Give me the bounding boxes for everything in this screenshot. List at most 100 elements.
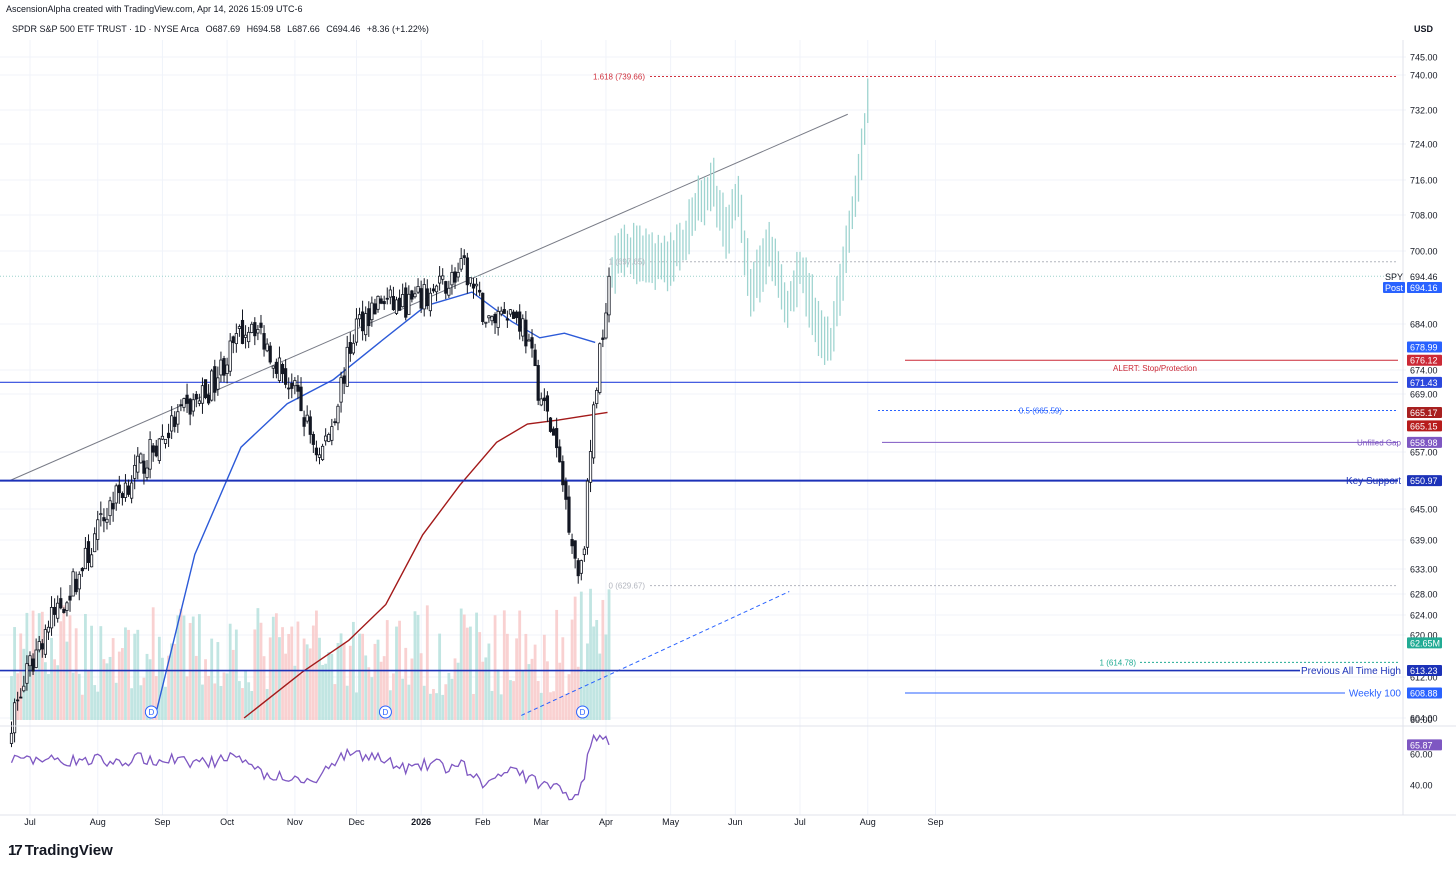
- volume-bar: [43, 662, 47, 720]
- month-label: Nov: [287, 817, 304, 827]
- volume-bar: [355, 692, 358, 720]
- price-tick-label: 745.00: [1410, 53, 1438, 63]
- volume-bar: [496, 669, 500, 720]
- symbol-bar[interactable]: SPDR S&P 500 ETF TRUST · 1D · NYSE Arca …: [12, 24, 433, 34]
- candle-up: [496, 311, 500, 328]
- volume-bar: [558, 662, 562, 720]
- volume-bar: [364, 655, 368, 720]
- price-tag-text: 665.17: [1410, 408, 1438, 418]
- candle-down: [333, 421, 337, 424]
- price-tag: [1407, 420, 1442, 432]
- candle-down: [601, 337, 605, 340]
- volume-bar: [139, 685, 143, 720]
- candle-up: [34, 649, 38, 668]
- price-tag: [1407, 475, 1442, 487]
- candle-up: [607, 275, 611, 316]
- volume-bar: [410, 658, 414, 720]
- sma-red-line: [243, 411, 608, 719]
- dividend-marker: [378, 705, 392, 719]
- volume-bar: [339, 633, 343, 720]
- volume-bar: [201, 684, 204, 720]
- volume-bar: [62, 605, 66, 720]
- candle-down: [533, 349, 537, 367]
- candle-down: [268, 345, 272, 363]
- volume-bar: [136, 629, 140, 720]
- price-tag-text: 694.16: [1410, 283, 1438, 293]
- candle-up: [247, 331, 251, 343]
- candle-up: [114, 485, 118, 504]
- volume-bar: [173, 643, 177, 720]
- candle-down: [404, 287, 408, 318]
- candle-down: [259, 322, 263, 328]
- volume-bar: [416, 614, 420, 720]
- volume-bar: [586, 643, 589, 720]
- candle-down: [287, 387, 291, 390]
- dividend-marker: [144, 705, 158, 719]
- price-tick-label: 657.00: [1410, 448, 1438, 458]
- volume-bar: [90, 625, 93, 720]
- volume-bar: [527, 664, 531, 720]
- price-tag-text: 676.12: [1410, 356, 1438, 366]
- volume-bar: [259, 622, 263, 720]
- price-tick-label: 645.00: [1410, 505, 1438, 515]
- currency-label[interactable]: USD: [1414, 24, 1434, 34]
- candle-up: [210, 370, 214, 401]
- volume-bar: [188, 622, 192, 720]
- volume-bar: [515, 638, 519, 720]
- candle-down: [536, 365, 540, 401]
- volume-bar: [117, 651, 121, 720]
- volume-bar: [207, 675, 211, 720]
- candle-down: [481, 292, 485, 322]
- tradingview-logo-icon: 17: [8, 842, 23, 859]
- price-tag: [1407, 665, 1442, 677]
- volume-bar: [321, 664, 324, 720]
- tradingview-logo[interactable]: 17 TradingView: [8, 842, 113, 859]
- candle-down: [173, 416, 177, 427]
- price-tag: [1407, 687, 1442, 699]
- candle-up: [508, 309, 513, 315]
- price-tick-label: 716.00: [1410, 176, 1438, 186]
- price-tick-label: 612.00: [1410, 673, 1438, 683]
- volume-bar: [567, 674, 571, 720]
- volume-bar: [333, 684, 337, 720]
- volume-bar: [382, 656, 386, 720]
- candles: [9, 78, 869, 748]
- candle-down: [410, 290, 414, 300]
- volume-bar: [53, 659, 57, 720]
- candle-up: [317, 454, 322, 458]
- trendline-lower: [521, 591, 790, 716]
- price-tick-label: 724.00: [1410, 140, 1438, 150]
- volume-bar: [197, 614, 201, 720]
- volume-bar: [234, 629, 238, 720]
- candle-up: [176, 411, 180, 425]
- candle-up: [320, 445, 325, 461]
- candle-down: [548, 417, 553, 432]
- fib-1618-label: 1.618 (739.66): [593, 72, 645, 81]
- volume-bar: [93, 685, 97, 720]
- volume-bar: [404, 647, 408, 720]
- volume-bar: [10, 676, 13, 720]
- key-support-label: Key Support: [1346, 476, 1401, 487]
- volume-bar: [170, 643, 174, 720]
- unfilled-gap-label: Unfilled Gap: [1357, 438, 1402, 447]
- volume-bar: [336, 642, 340, 720]
- ohlc-low: L687.66: [287, 24, 320, 34]
- candle-up: [22, 685, 26, 692]
- volume-bar: [367, 667, 371, 720]
- price-tag-text: 613.23: [1410, 666, 1438, 676]
- symbol-name: SPDR S&P 500 ETF TRUST · 1D · NYSE Arca: [12, 24, 200, 34]
- candle-up: [585, 480, 590, 548]
- volume-bar: [509, 680, 512, 720]
- candle-up: [499, 310, 503, 315]
- candle-up: [237, 326, 242, 329]
- volume-bar: [222, 672, 226, 720]
- volume-bar: [244, 670, 247, 720]
- candle-up: [228, 340, 232, 372]
- line-labels: 1.618 (739.66) 1 (697.65) 0.5 (665.59) 0 (6…: [144, 72, 1402, 719]
- volume-bar: [453, 658, 457, 720]
- volume-bar: [462, 614, 466, 720]
- candle-down: [80, 568, 84, 572]
- candle-up: [157, 438, 161, 461]
- candle-down: [419, 288, 423, 309]
